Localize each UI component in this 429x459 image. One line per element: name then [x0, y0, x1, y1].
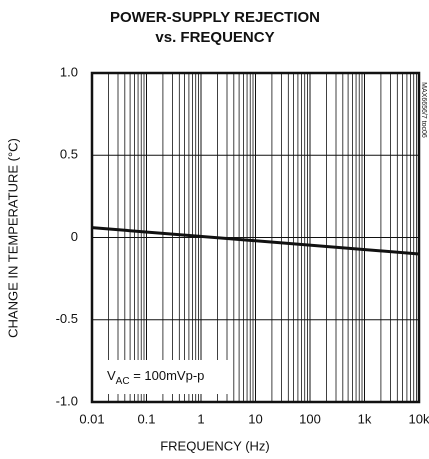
data-line	[91, 226, 420, 256]
plot-frame	[90, 71, 421, 404]
y-axis-title: CHANGE IN TEMPERATURE (°C)	[5, 138, 20, 338]
x-tick-label: 1	[197, 411, 204, 426]
figure-note: MAX6656/7 toc06	[420, 82, 427, 138]
x-tick-label: 100	[299, 411, 321, 426]
y-tick-label: 1.0	[60, 64, 78, 79]
x-tick-label: 1k	[358, 411, 372, 426]
x-tick-label: 10	[248, 411, 262, 426]
x-tick-label: 0.1	[137, 411, 155, 426]
annotation: VAC = 100mVp-p	[107, 368, 204, 386]
y-tick-label: -0.5	[56, 311, 78, 326]
y-tick-label: 0	[71, 229, 78, 244]
y-tick-label: 0.5	[60, 147, 78, 162]
annotation-box	[100, 360, 228, 394]
annotation-symbol: V	[107, 368, 116, 383]
x-tick-label: 0.01	[79, 411, 104, 426]
x-axis-title: FREQUENCY (Hz)	[160, 438, 270, 453]
annotation-subscript: AC	[116, 376, 130, 387]
annotation-text: = 100mVp-p	[130, 368, 205, 383]
x-tick-label: 10k	[409, 411, 429, 426]
chart-title: vs. FREQUENCY	[155, 29, 274, 46]
y-tick-label: -1.0	[56, 393, 78, 408]
chart-title: POWER-SUPPLY REJECTION	[110, 9, 320, 26]
